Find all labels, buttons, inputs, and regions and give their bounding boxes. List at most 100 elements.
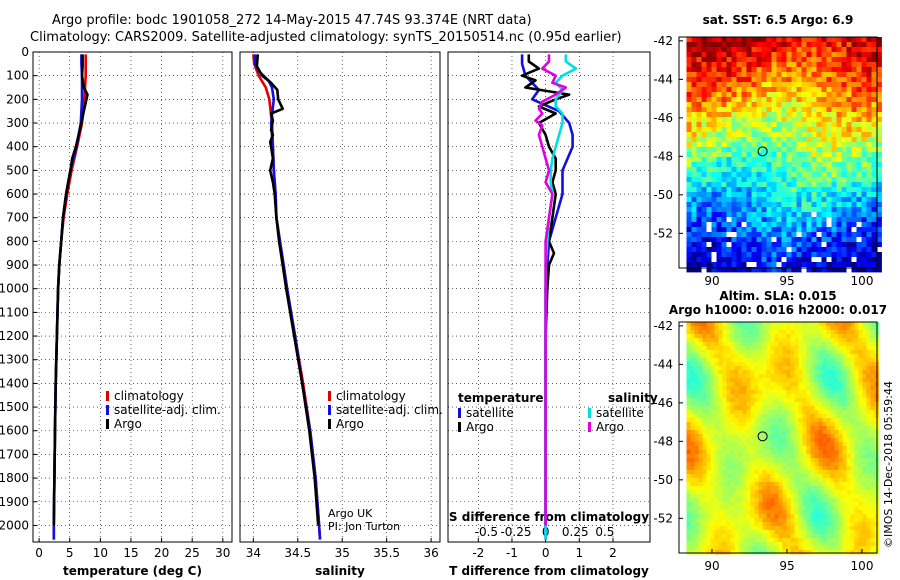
- heatmap-cell: [806, 197, 812, 203]
- heatmap-cell: [871, 172, 877, 178]
- heatmap-cell: [850, 366, 855, 371]
- heatmap-cell: [830, 522, 835, 527]
- heatmap-cell: [698, 366, 703, 371]
- heatmap-cell: [822, 470, 827, 475]
- heatmap-cell: [810, 498, 815, 503]
- heatmap-cell: [691, 97, 697, 103]
- heatmap-cell: [751, 217, 757, 223]
- heatmap-cell: [721, 137, 727, 143]
- heatmap-cell: [858, 474, 863, 479]
- heatmap-cell: [716, 202, 722, 208]
- heatmap-cell: [730, 378, 735, 383]
- heatmap-cell: [706, 72, 712, 78]
- heatmap-cell: [751, 52, 757, 58]
- heatmap-cell: [858, 402, 863, 407]
- heatmap-cell: [781, 152, 787, 158]
- heatmap-cell: [786, 350, 791, 355]
- heatmap-cell: [742, 538, 747, 543]
- heatmap-cell: [818, 346, 823, 351]
- heatmap-cell: [866, 247, 872, 253]
- heatmap-cell: [830, 450, 835, 455]
- heatmap-cell: [714, 474, 719, 479]
- heatmap-cell: [730, 450, 735, 455]
- legend-label: Argo: [466, 420, 494, 434]
- heatmap-cell: [766, 72, 772, 78]
- heatmap-cell: [826, 506, 831, 511]
- heatmap-cell: [856, 162, 862, 168]
- heatmap-cell: [702, 378, 707, 383]
- heatmap-cell: [846, 446, 851, 451]
- heatmap-cell: [758, 474, 763, 479]
- heatmap-cell: [850, 370, 855, 375]
- heatmap-cell: [786, 390, 791, 395]
- heatmap-cell: [806, 47, 812, 53]
- heatmap-cell: [738, 370, 743, 375]
- heatmap-cell: [690, 490, 695, 495]
- heatmap-cell: [794, 374, 799, 379]
- heatmap-cell: [821, 82, 827, 88]
- heatmap-cell: [814, 418, 819, 423]
- heatmap-cell: [801, 137, 807, 143]
- heatmap-cell: [794, 518, 799, 523]
- heatmap-cell: [694, 418, 699, 423]
- heatmap-cell: [722, 506, 727, 511]
- heatmap-cell: [726, 330, 731, 335]
- heatmap-cell: [696, 182, 702, 188]
- heatmap-cell: [730, 366, 735, 371]
- heatmap-cell: [706, 257, 712, 263]
- heatmap-cell: [766, 366, 771, 371]
- heatmap-cell: [851, 197, 857, 203]
- heatmap-cell: [862, 326, 867, 331]
- heatmap-cell: [774, 534, 779, 539]
- heatmap-cell: [794, 530, 799, 535]
- heatmap-cell: [831, 222, 837, 228]
- heatmap-cell: [871, 77, 877, 83]
- heatmap-cell: [726, 358, 731, 363]
- heatmap-cell: [691, 67, 697, 73]
- heatmap-cell: [861, 77, 867, 83]
- heatmap-cell: [834, 538, 839, 543]
- heatmap-cell: [822, 518, 827, 523]
- heatmap-cell: [746, 142, 752, 148]
- heatmap-cell: [876, 267, 882, 273]
- heatmap-cell: [870, 450, 875, 455]
- heatmap-cell: [770, 518, 775, 523]
- heatmap-cell: [791, 242, 797, 248]
- heatmap-cell: [801, 242, 807, 248]
- heatmap-cell: [742, 390, 747, 395]
- heatmap-cell: [741, 227, 747, 233]
- heatmap-cell: [826, 152, 832, 158]
- heatmap-cell: [794, 534, 799, 539]
- heatmap-cell: [736, 97, 742, 103]
- heatmap-cell: [754, 510, 759, 515]
- heatmap-cell: [850, 390, 855, 395]
- heatmap-cell: [866, 322, 871, 327]
- heatmap-cell: [871, 157, 877, 163]
- heatmap-cell: [686, 450, 691, 455]
- heatmap-cell: [798, 438, 803, 443]
- heatmap-cell: [786, 482, 791, 487]
- heatmap-cell: [854, 510, 859, 515]
- heatmap-cell: [866, 62, 872, 68]
- heatmap-cell: [736, 252, 742, 258]
- heatmap-cell: [866, 212, 872, 218]
- heatmap-cell: [706, 217, 712, 223]
- heatmap-cell: [742, 414, 747, 419]
- heatmap-cell: [814, 366, 819, 371]
- heatmap-cell: [782, 478, 787, 483]
- heatmap-cell: [742, 398, 747, 403]
- heatmap-cell: [836, 182, 842, 188]
- heatmap-cell: [790, 446, 795, 451]
- heatmap-cell: [794, 442, 799, 447]
- heatmap-cell: [791, 72, 797, 78]
- heatmap-cell: [722, 478, 727, 483]
- heatmap-cell: [866, 530, 871, 535]
- heatmap-cell: [686, 414, 691, 419]
- heatmap-cell: [781, 257, 787, 262]
- heatmap-cell: [851, 157, 857, 163]
- heatmap-cell: [742, 350, 747, 355]
- heatmap-cell: [858, 550, 863, 555]
- heatmap-cell: [810, 350, 815, 355]
- heatmap-cell: [790, 346, 795, 351]
- heatmap-cell: [791, 267, 797, 273]
